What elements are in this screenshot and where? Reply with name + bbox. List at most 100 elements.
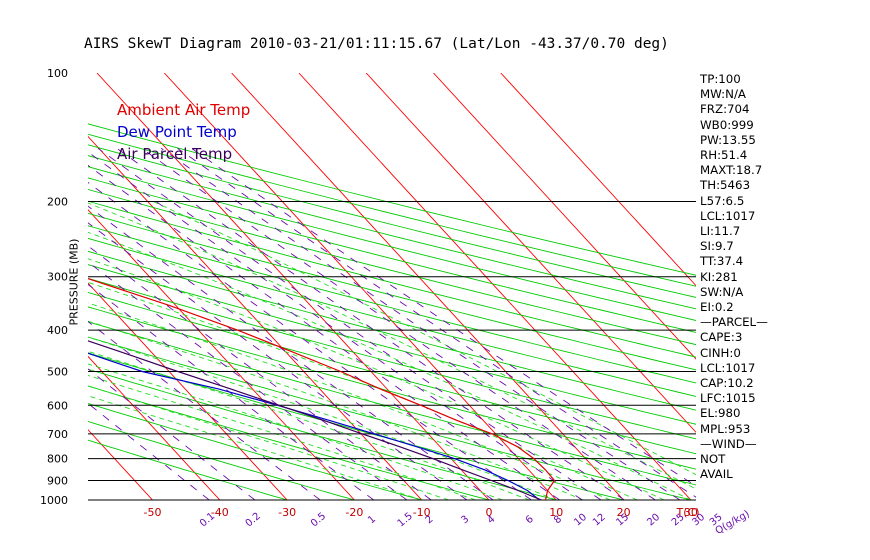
pressure-tick-label: 600 bbox=[47, 399, 68, 412]
temp-tick-label-bottom: 0 bbox=[486, 506, 493, 519]
dry-adiabat-line bbox=[88, 188, 696, 346]
sounding-index-item: CAP:10.2 bbox=[700, 376, 754, 391]
isotherm-line bbox=[0, 73, 18, 500]
series-dew-point-temp-line bbox=[88, 352, 540, 500]
temp-tick-label-bottom: 30 bbox=[684, 506, 698, 519]
pressure-tick-label: 100 bbox=[47, 67, 68, 80]
moist-adiabat-line bbox=[88, 302, 611, 500]
sounding-index-item: FRZ:704 bbox=[700, 102, 750, 117]
sounding-index-item: AVAIL bbox=[700, 467, 733, 482]
sounding-index-item: TH:5463 bbox=[700, 178, 751, 193]
mixing-ratio-line bbox=[88, 245, 432, 500]
sounding-index-item: EI:0.2 bbox=[700, 300, 734, 315]
sounding-index-item: CAPE:3 bbox=[700, 330, 743, 345]
series-air-parcel-temp-line bbox=[88, 340, 542, 500]
pressure-tick-label: 500 bbox=[47, 365, 68, 378]
moist-adiabat-line bbox=[88, 258, 665, 500]
sounding-index-item: —WIND— bbox=[700, 436, 757, 451]
temp-tick-label-bottom: 10 bbox=[549, 506, 563, 519]
pressure-tick-label: 800 bbox=[47, 453, 68, 466]
mixing-ratio-line bbox=[177, 147, 696, 498]
mixing-ratio-line bbox=[141, 147, 656, 500]
sounding-index-item: MW:N/A bbox=[700, 87, 746, 102]
dry-adiabat-line bbox=[88, 250, 696, 411]
mixing-ratio-label: 0.5 bbox=[309, 511, 328, 530]
mixing-ratio-line bbox=[88, 205, 494, 500]
sounding-index-item: WB0:999 bbox=[700, 117, 754, 132]
mixing-ratio-line bbox=[88, 368, 256, 500]
dry-adiabat-line bbox=[88, 237, 696, 397]
mixing-ratio-label: 10 bbox=[572, 512, 589, 529]
sounding-index-item: SW:N/A bbox=[700, 284, 744, 299]
dry-adiabat-line bbox=[88, 420, 357, 500]
mixing-ratio-label: 3 bbox=[459, 514, 471, 527]
moist-adiabat-line bbox=[88, 281, 638, 500]
moist-adiabat-line bbox=[88, 320, 584, 500]
pressure-tick-label: 400 bbox=[47, 324, 68, 337]
mixing-ratio-line bbox=[88, 261, 408, 500]
mixing-ratio-label: 20 bbox=[645, 512, 662, 529]
pressure-tick-label: 700 bbox=[47, 428, 68, 441]
dry-adiabat-line bbox=[88, 368, 559, 500]
isotherm-line bbox=[433, 73, 696, 360]
dry-adiabat-line bbox=[88, 352, 626, 500]
sounding-index-item: TP:100 bbox=[700, 72, 741, 86]
sounding-index-item: SI:9.7 bbox=[700, 239, 734, 254]
dry-adiabat-line bbox=[88, 225, 696, 384]
dry-adiabat-line bbox=[88, 264, 696, 425]
mixing-ratio-line bbox=[88, 181, 532, 500]
legend-dew-point-temp: Dew Point Temp bbox=[117, 123, 237, 141]
temp-tick-label-bottom: -20 bbox=[345, 506, 363, 519]
mixing-ratio-line bbox=[116, 147, 625, 500]
temp-tick-label-bottom: -50 bbox=[144, 506, 162, 519]
sounding-index-item: LFC:1015 bbox=[700, 391, 756, 406]
isotherm-line bbox=[88, 209, 355, 500]
dry-adiabat-line bbox=[88, 133, 696, 287]
y-axis-label: PRESSURE (MB) bbox=[67, 238, 81, 326]
moist-adiabat-line bbox=[88, 350, 530, 500]
dry-adiabat-line bbox=[88, 439, 289, 500]
dry-adiabat-line bbox=[88, 200, 696, 358]
mixing-ratio-line bbox=[88, 151, 583, 500]
mixing-ratio-label: 2 bbox=[424, 514, 436, 527]
sounding-index-item: LI:11.7 bbox=[700, 224, 741, 239]
dry-adiabat-line bbox=[88, 155, 696, 310]
sounding-index-item: TT:37.4 bbox=[700, 254, 744, 269]
mixing-ratio-label: 6 bbox=[524, 514, 536, 527]
mixing-ratio-label: 8 bbox=[552, 514, 564, 527]
temp-tick-label-bottom: -10 bbox=[413, 506, 431, 519]
dry-adiabat-line bbox=[88, 277, 696, 440]
isotherm-line bbox=[298, 73, 692, 500]
temp-axis-unit-label: T(C) bbox=[676, 506, 700, 519]
mixing-ratio-label: 0.2 bbox=[244, 511, 263, 530]
moist-adiabat-line bbox=[153, 201, 696, 476]
pressure-tick-label: 200 bbox=[47, 196, 68, 209]
sounding-index-item: —PARCEL— bbox=[700, 315, 768, 330]
sounding-index-item: LCL:1017 bbox=[700, 360, 756, 375]
sounding-index-item: MPL:953 bbox=[700, 421, 751, 436]
temp-tick-label-bottom: -30 bbox=[278, 506, 296, 519]
sounding-index-item: PW:13.55 bbox=[700, 132, 756, 147]
pressure-tick-label: 900 bbox=[47, 474, 68, 487]
temp-tick-label-bottom: -40 bbox=[211, 506, 229, 519]
isotherm-line bbox=[88, 355, 221, 500]
mixing-ratio-line bbox=[160, 147, 681, 500]
mixing-ratio-label: 12 bbox=[591, 512, 608, 529]
pressure-tick-label: 300 bbox=[47, 271, 68, 284]
isotherm-line bbox=[365, 73, 696, 433]
dry-adiabat-line bbox=[88, 385, 491, 500]
sounding-index-item: KI:281 bbox=[700, 269, 738, 284]
chart-title: AIRS SkewT Diagram 2010-03-21/01:11:15.6… bbox=[84, 36, 669, 52]
mixing-ratio-label: 1 bbox=[366, 514, 378, 527]
series-ambient-air-temp-line bbox=[88, 278, 556, 500]
legend-ambient-air-temp: Ambient Air Temp bbox=[117, 101, 251, 119]
isotherm-line bbox=[231, 73, 624, 500]
mixing-ratio-line bbox=[97, 147, 602, 500]
dry-adiabat-line bbox=[88, 177, 696, 333]
pressure-tick-label: 1000 bbox=[40, 494, 68, 507]
sounding-index-item: L57:6.5 bbox=[700, 193, 745, 208]
dry-adiabat-line bbox=[88, 291, 696, 455]
isotherm-line bbox=[500, 73, 696, 287]
dry-adiabat-line bbox=[88, 336, 693, 500]
